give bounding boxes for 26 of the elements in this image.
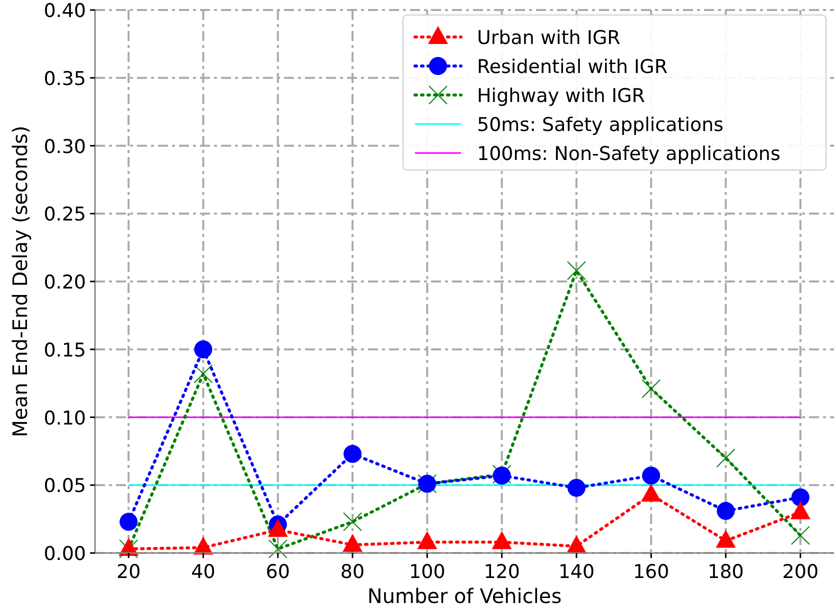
y-tick-label: 0.25 [44, 204, 86, 226]
y-tick-label: 0.10 [44, 407, 86, 430]
y-tick-label: 0.00 [44, 543, 86, 565]
legend-label: 100ms: Non-Safety applications [477, 143, 780, 165]
legend-label: Highway with IGR [477, 85, 646, 107]
x-tick-label: 60 [266, 561, 290, 583]
y-tick-label: 0.15 [44, 339, 86, 362]
y-tick-label: 0.30 [44, 136, 86, 158]
y-tick-label: 0.05 [44, 475, 86, 498]
x-tick-label: 160 [632, 561, 670, 583]
y-axis-title: Mean End-End Delay (seconds) [8, 126, 32, 438]
x-tick-label: 20 [116, 561, 141, 583]
x-tick-label: 40 [191, 561, 216, 583]
x-tick-label: 100 [409, 561, 446, 583]
legend-label: Residential with IGR [477, 56, 668, 78]
y-tick-label: 0.40 [44, 0, 86, 22]
x-tick-label: 120 [484, 561, 520, 583]
y-tick-label: 0.35 [44, 68, 86, 90]
x-tick-label: 180 [708, 561, 744, 583]
x-tick-label: 80 [340, 561, 365, 583]
y-tick-label: 0.20 [44, 272, 86, 294]
legend-label: 50ms: Safety applications [477, 114, 724, 136]
legend-label: Urban with IGR [477, 27, 620, 49]
x-tick-label: 200 [782, 561, 819, 583]
x-axis-title: Number of Vehicles [367, 584, 562, 608]
x-tick-label: 140 [558, 561, 595, 583]
